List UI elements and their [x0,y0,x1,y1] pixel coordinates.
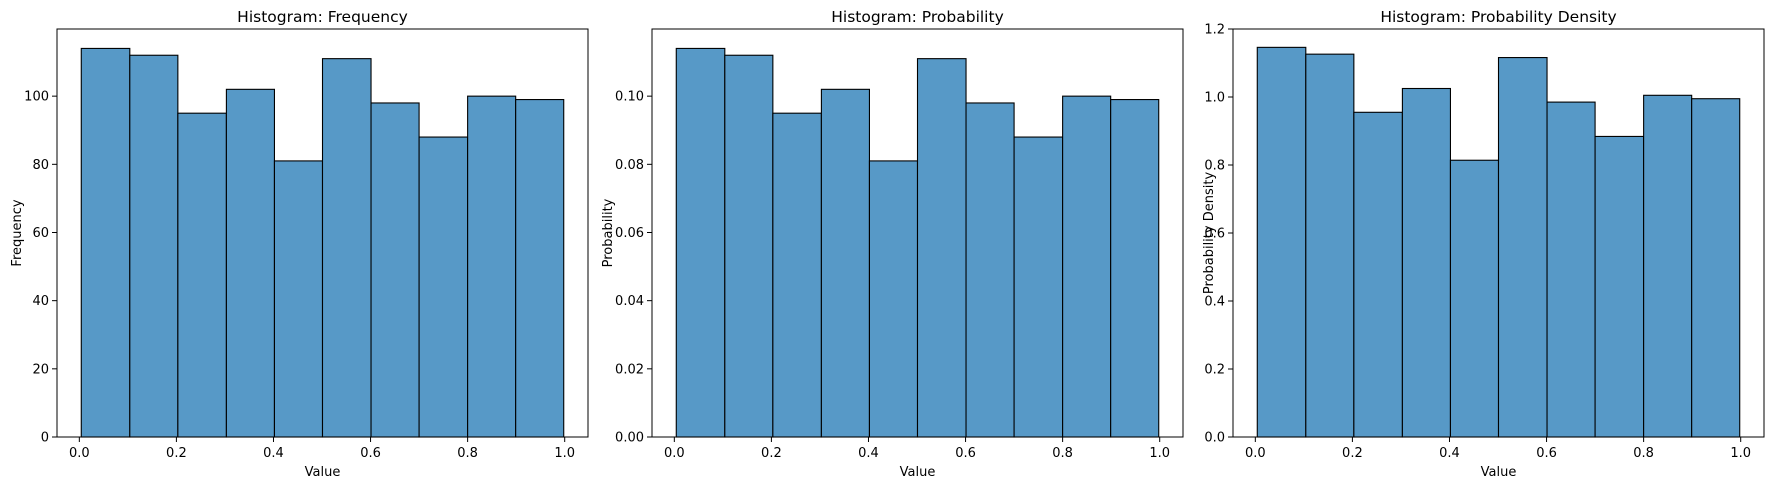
x-tick-label: 0.6 [360,446,381,461]
histogram-bar [129,54,179,438]
histogram-bar [1256,46,1307,438]
probability-density-histogram-panel: Histogram: Probability Density 0.0 0.2 0.4… [1202,8,1765,480]
y-tick-label: 40 [32,294,49,309]
histogram-bar [225,88,275,438]
histogram-bar [820,88,870,438]
x-axis-label: Value [305,465,341,480]
x-tick-label: 0.2 [166,446,187,461]
x-tick-label: 0.8 [1633,446,1654,461]
histogram-bar [1305,53,1355,438]
bars-group [80,47,565,438]
y-tick-label: 0 [41,431,49,446]
x-axis-label: Value [900,465,936,480]
histogram-bar [80,47,131,438]
y-tick-label: 0.10 [615,90,644,105]
y-tick-label: 0.02 [615,362,644,377]
histogram-bar [1546,101,1596,438]
y-tick-label: 0.6 [1204,227,1225,242]
x-tick-label: 0.2 [761,446,782,461]
histogram-bar [772,112,822,438]
y-tick-label: 0.8 [1204,159,1225,174]
histogram-bar [1013,136,1064,438]
histogram-bar [467,95,517,438]
histogram-bar [1691,98,1741,438]
histogram-bar [724,54,774,438]
x-axis-ticks: 0.0 0.2 0.4 0.6 0.8 1.0 [69,437,575,461]
histogram-bar [965,102,1015,438]
y-tick-label: 20 [32,362,49,377]
histogram-bar [1594,135,1645,438]
x-tick-label: 0.4 [858,446,879,461]
x-axis-label: Value [1481,465,1517,480]
histogram-bar [868,160,919,438]
y-tick-label: 0.2 [1204,363,1225,378]
chart-title: Histogram: Probability Density [1380,8,1616,26]
x-tick-label: 0.6 [955,446,976,461]
y-axis-label: Frequency [10,199,25,266]
histogram-bar [1401,87,1451,438]
probability-histogram-panel: Histogram: Probability 0.000.020.040.060… [601,8,1184,480]
y-tick-label: 80 [32,158,49,173]
frequency-histogram-panel: Histogram: Frequency 0 20 40 60 80 100 0.0 0.2… [10,8,589,480]
y-tick-label: 100 [24,90,49,105]
x-tick-label: 0.8 [1052,446,1073,461]
x-tick-label: 1.0 [554,446,575,461]
histogram-bar [1353,111,1403,438]
histogram-bar [177,112,227,438]
chart-title: Histogram: Probability [831,8,1004,26]
histogram-bar [273,160,324,438]
y-tick-label: 0.06 [615,226,644,241]
histogram-bar [916,58,967,438]
histogram-bar [321,58,372,438]
y-tick-label: 0.04 [615,294,644,309]
histogram-bar [1449,159,1500,438]
x-tick-label: 1.0 [1730,446,1751,461]
bars-group [1256,46,1741,438]
plot-frame [651,28,1184,438]
histogram-bar [1497,57,1548,438]
plot-frame [56,28,589,438]
x-tick-label: 0.8 [457,446,478,461]
x-tick-label: 0.0 [664,446,685,461]
y-tick-label: 0.0 [1204,431,1225,446]
y-axis-label: Probability Density [1202,172,1217,295]
x-tick-label: 0.2 [1342,446,1363,461]
histogram-bar [1110,99,1160,438]
x-tick-label: 0.0 [1245,446,1266,461]
y-axis-ticks: 0.00 0.02 0.04 0.06 0.08 0.10 [615,90,652,446]
plot-frame [1232,28,1765,438]
y-tick-label: 1.2 [1204,23,1225,38]
y-axis-ticks: 0 20 40 60 80 100 [24,90,57,446]
x-axis-ticks: 0.0 0.2 0.4 0.6 0.8 1.0 [1245,437,1751,461]
histogram-bar [515,99,565,438]
y-tick-label: 1.0 [1204,91,1225,106]
histogram-bar [418,136,469,438]
y-tick-label: 60 [32,226,49,241]
histogram-bar [1062,95,1112,438]
chart-title: Histogram: Frequency [237,8,408,26]
histogram-bar [1643,94,1693,438]
x-axis-ticks: 0.0 0.2 0.4 0.6 0.8 1.0 [664,437,1170,461]
x-tick-label: 1.0 [1149,446,1170,461]
x-tick-label: 0.4 [263,446,284,461]
y-axis-label: Probability [601,198,616,267]
x-tick-label: 0.0 [69,446,90,461]
y-tick-label: 0.08 [615,158,644,173]
histogram-bar [370,102,420,438]
bars-group [675,47,1160,438]
y-tick-label: 0.4 [1204,295,1225,310]
x-tick-label: 0.6 [1536,446,1557,461]
y-tick-label: 0.00 [615,431,644,446]
y-axis-ticks: 0.0 0.2 0.4 0.6 0.8 1.0 1.2 [1204,23,1233,446]
x-tick-label: 0.4 [1439,446,1460,461]
histogram-bar [675,47,726,438]
